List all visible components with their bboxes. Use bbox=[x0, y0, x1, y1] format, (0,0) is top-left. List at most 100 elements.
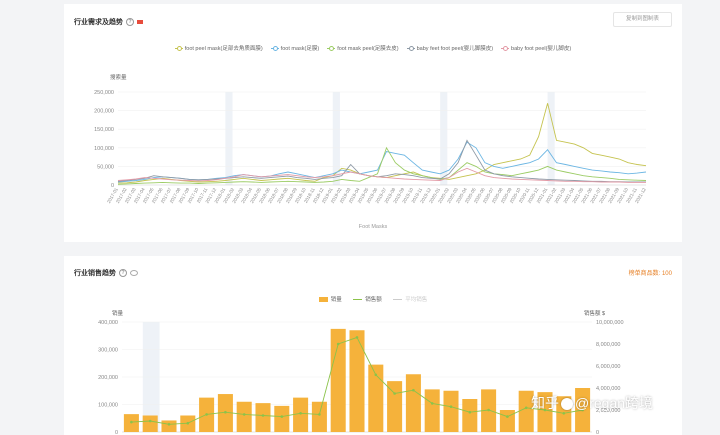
series-line bbox=[117, 139, 646, 183]
info-icon[interactable]: ? bbox=[119, 269, 127, 278]
left-tick-label: 100,000 bbox=[98, 403, 118, 409]
sales-bar bbox=[311, 401, 327, 432]
legend-symbol bbox=[327, 46, 336, 52]
revenue-point bbox=[242, 413, 246, 416]
y-tick-label: 50,000 bbox=[97, 164, 114, 170]
section-title: 行业销售趋势? bbox=[74, 268, 138, 278]
revenue-point bbox=[562, 412, 566, 415]
y-tick-label: 150,000 bbox=[94, 127, 114, 133]
search-trend-chart: 搜索量 Foot Masks 0 50,000 100,000 150,000 200,… bbox=[94, 73, 647, 230]
sales-bar bbox=[255, 403, 271, 432]
series-line bbox=[117, 103, 647, 184]
y-tick-label: 0 bbox=[111, 183, 114, 189]
sales-bar bbox=[330, 328, 346, 432]
sales-bar bbox=[161, 420, 177, 432]
right-tick-label: 4,000,000 bbox=[596, 386, 620, 392]
sales-bar bbox=[537, 392, 553, 432]
rank-count: 榜单商品数: 100 bbox=[628, 271, 672, 277]
revenue-point bbox=[506, 415, 509, 418]
revenue-point bbox=[581, 408, 584, 412]
revenue-point bbox=[374, 373, 378, 377]
revenue-point bbox=[412, 388, 415, 392]
y-tick-label: 250,000 bbox=[94, 90, 114, 96]
legend-item[interactable]: baby feet foot peel(婴儿脚膜皮) bbox=[406, 44, 493, 52]
legend-item[interactable]: baby foot peel(婴儿脚皮) bbox=[501, 44, 571, 52]
revenue-point bbox=[261, 414, 265, 417]
left-tick-label: 200,000 bbox=[98, 375, 118, 381]
revenue-point bbox=[449, 405, 453, 408]
info-icon[interactable]: ? bbox=[126, 18, 134, 27]
legend-symbol bbox=[501, 46, 510, 52]
chart-legend: foot peel mask(足部去角质面膜) foot mask(足膜) foot… bbox=[64, 44, 682, 52]
sales-bar bbox=[368, 364, 384, 432]
left-tick-label: 400,000 bbox=[98, 320, 118, 326]
sales-bar bbox=[405, 374, 421, 432]
sales-bar bbox=[462, 399, 478, 432]
eye-icon[interactable] bbox=[130, 270, 138, 277]
legend-item-bar[interactable]: 销量 bbox=[318, 295, 342, 303]
sales-bar bbox=[236, 401, 252, 432]
y-tick-label: 200,000 bbox=[94, 109, 114, 115]
revenue-point bbox=[130, 420, 133, 424]
sales-bar bbox=[424, 389, 440, 432]
revenue-point bbox=[430, 402, 434, 405]
legend-item[interactable]: foot mask(足膜) bbox=[270, 44, 319, 52]
revenue-point bbox=[148, 419, 152, 423]
right-tick-label: 8,000,000 bbox=[596, 342, 620, 348]
sales-bar bbox=[443, 390, 459, 432]
series-line bbox=[117, 146, 647, 185]
copy-chart-button[interactable]: 复制到图制表 bbox=[613, 12, 672, 27]
left-tick-label: 0 bbox=[115, 430, 118, 435]
sales-bar bbox=[274, 405, 290, 432]
revenue-point bbox=[299, 412, 302, 415]
sales-trend-card: 行业销售趋势? 榜单商品数: 100 销量 销售额 平均销售 销量 销售额 $ … bbox=[64, 256, 682, 435]
sales-bar bbox=[142, 415, 158, 432]
wechat-logo-icon bbox=[561, 398, 573, 411]
legend-item[interactable]: foot mask peel(足膜去皮) bbox=[327, 44, 399, 52]
highlight-band bbox=[225, 92, 233, 185]
right-tick-label: 6,000,000 bbox=[596, 364, 620, 370]
sales-bar bbox=[499, 410, 515, 432]
revenue-point bbox=[524, 406, 528, 410]
revenue-point bbox=[224, 410, 227, 414]
legend-item-line[interactable]: 销售额 bbox=[353, 295, 382, 303]
revenue-point bbox=[468, 410, 472, 414]
revenue-point bbox=[205, 413, 208, 416]
search-trend-card: 行业需求及趋势? 复制到图制表 foot peel mask(足部去角质面膜) f… bbox=[64, 4, 682, 242]
highlight-band bbox=[440, 92, 448, 185]
revenue-point bbox=[186, 421, 190, 425]
legend-symbol bbox=[270, 46, 279, 52]
watermark: 知乎 @regan跨境 bbox=[531, 395, 654, 411]
right-axis-unit: 销售额 $ bbox=[584, 309, 605, 317]
sales-bar bbox=[518, 390, 534, 432]
revenue-point bbox=[318, 413, 321, 416]
revenue-point bbox=[393, 392, 396, 395]
revenue-point bbox=[543, 408, 547, 412]
chart-legend: 销量 销售额 平均销售 bbox=[64, 295, 682, 303]
right-tick-label: 10,000,000 bbox=[596, 320, 624, 326]
x-axis-name: Foot Masks bbox=[359, 224, 388, 230]
sales-bar bbox=[293, 397, 309, 432]
left-tick-label: 300,000 bbox=[98, 348, 118, 354]
revenue-point bbox=[167, 423, 171, 426]
legend-item-avg[interactable]: 平均销售 bbox=[393, 295, 427, 303]
right-tick-label: 0 bbox=[596, 430, 599, 435]
legend-symbol bbox=[174, 46, 183, 52]
sales-bar bbox=[387, 381, 403, 432]
legend-item[interactable]: foot peel mask(足部去角质面膜) bbox=[174, 44, 263, 52]
revenue-point bbox=[487, 408, 490, 412]
series-line bbox=[117, 167, 646, 183]
highlight-band bbox=[547, 92, 555, 185]
section-title: 行业需求及趋势? bbox=[74, 17, 143, 27]
revenue-point bbox=[355, 336, 359, 339]
sales-trend-chart: 销量 销售额 $ 0 100,000 200,000 300,000 400,000 0 2… bbox=[98, 309, 624, 435]
revenue-point bbox=[280, 415, 284, 418]
y-axis-unit: 搜索量 bbox=[110, 73, 127, 81]
left-axis-unit: 销量 bbox=[112, 309, 124, 317]
right-tick-label: 2,000,000 bbox=[596, 408, 620, 414]
highlight-band bbox=[332, 92, 340, 185]
revenue-point bbox=[336, 342, 340, 346]
y-tick-label: 100,000 bbox=[94, 146, 114, 152]
video-icon[interactable] bbox=[137, 20, 143, 25]
legend-symbol bbox=[406, 46, 415, 52]
